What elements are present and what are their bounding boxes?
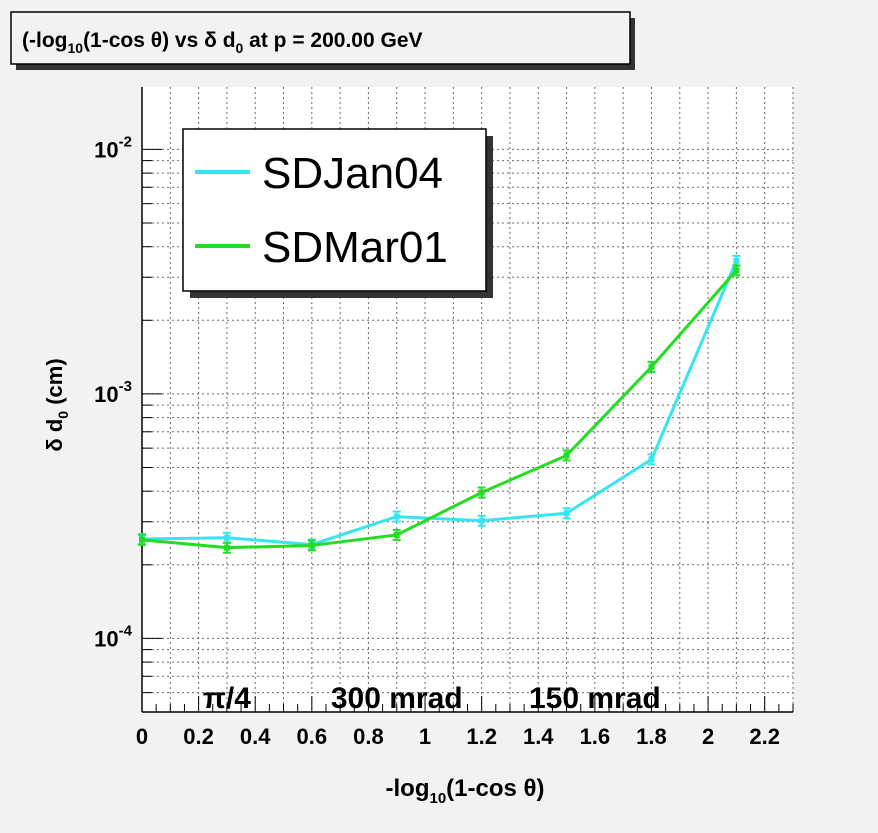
x-tick-label: 1.6 [580,724,611,749]
x-axis-label: -log10(1-cos θ) [386,775,545,807]
chart-title: (-log10(1-cos θ) vs δ d0 at p = 200.00 G… [22,29,423,56]
annotations: π/4 300 mrad 150 mrad [203,682,661,715]
x-tick-label: 1.2 [466,724,497,749]
data-point-sdmar01 [392,528,401,541]
data-point-sdmar01 [307,539,316,552]
annotation-label: 150 mrad [529,682,661,715]
annotation-label: π/4 [203,682,251,715]
series-layer [138,254,741,554]
annotation-label: 300 mrad [331,682,463,715]
x-tick-label: 0.6 [297,724,328,749]
data-point-sdmar01 [222,541,231,554]
x-tick-label: 1.8 [636,724,667,749]
series-line-sdmar01 [141,269,738,550]
x-tick-label: 0.4 [240,724,271,749]
data-point-sdjan04 [477,514,486,527]
data-point-sdmar01 [477,486,486,499]
x-tick-label: 1.4 [523,724,554,749]
legend-label-sdmar01: SDMar01 [262,223,448,272]
data-point-sdmar01 [732,264,741,277]
y-axis-label: δ d0 (cm) [42,358,71,451]
x-tick-label: 0.8 [353,724,384,749]
axes: 0 0.2 0.4 0.6 0.8 1 1.2 1.4 1.6 1.8 2 2.2 10-4 10-3 10… [94,87,794,749]
legend: SDJan04 SDMar01 [182,128,493,298]
x-tick-label: 0.2 [183,724,214,749]
y-tick-label: 10-3 [94,378,132,407]
x-tick-label: 1 [419,724,431,749]
title-box: (-log10(1-cos θ) vs δ d0 at p = 200.00 G… [10,11,635,70]
x-tick-label: 2.2 [749,724,780,749]
data-point-sdmar01 [138,533,146,546]
data-point-sdjan04 [392,510,401,523]
y-tick-label: 10-4 [94,622,132,651]
series-line-sdjan04 [141,260,738,547]
y-tick-label: 10-2 [94,133,132,162]
data-point-sdjan04 [647,453,656,466]
x-tick-label: 0 [136,724,148,749]
data-point-sdmar01 [647,360,656,373]
legend-label-sdjan04: SDJan04 [262,149,443,198]
data-point-sdmar01 [562,449,571,462]
data-point-sdjan04 [562,507,571,520]
x-tick-label: 2 [702,724,714,749]
